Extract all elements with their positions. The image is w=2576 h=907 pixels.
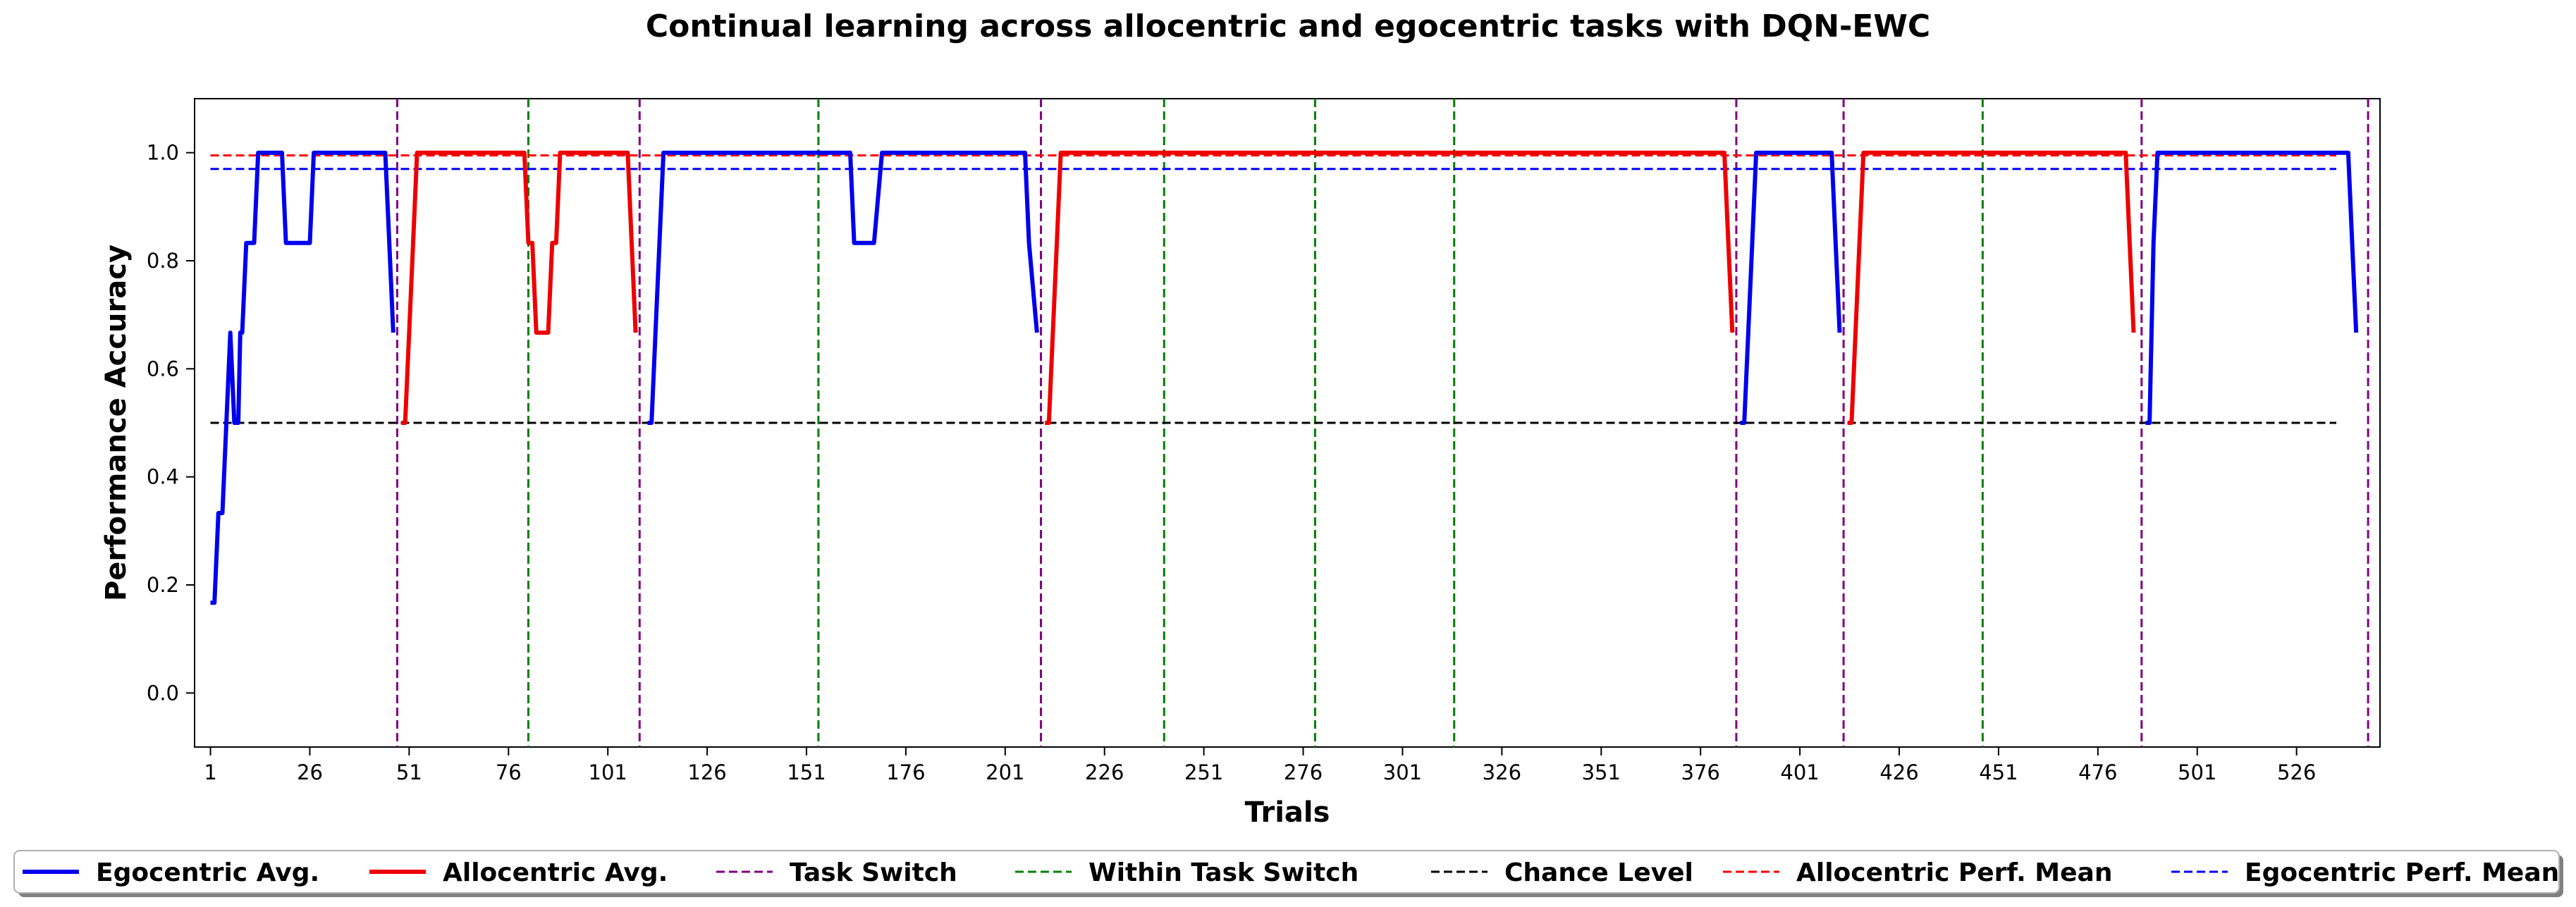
y-axis-ticks: 0.0 0.2 0.4 0.6 0.8 1.0 (147, 141, 195, 705)
x-tick-label: 376 (1681, 760, 1720, 784)
y-tick-label: 0.8 (147, 249, 179, 273)
x-axis-label: Trials (1245, 796, 1330, 829)
legend-label-within-task-switch: Within Task Switch (1088, 858, 1358, 887)
series-egocentric-avg (1740, 150, 1842, 425)
legend-label-egocentric-avg: Egocentric Avg. (96, 858, 319, 887)
series-lines (210, 150, 2359, 605)
y-tick-label: 0.0 (147, 681, 179, 705)
x-tick-label: 251 (1184, 760, 1223, 784)
series-egocentric-avg (647, 150, 1039, 425)
legend-label-allocentric-avg: Allocentric Avg. (443, 858, 668, 887)
y-tick-label: 0.6 (147, 357, 179, 381)
x-tick-label: 76 (496, 760, 522, 784)
x-tick-label: 151 (787, 760, 826, 784)
y-tick-label: 0.4 (147, 465, 179, 489)
legend-frame (13, 850, 2560, 894)
series-egocentric-avg (210, 150, 395, 605)
chart-title: Continual learning across allocentric an… (646, 8, 1930, 44)
x-tick-label: 501 (2178, 760, 2216, 784)
legend-label-allocentric-perf-mean: Allocentric Perf. Mean (1796, 858, 2112, 887)
x-tick-label: 51 (396, 760, 422, 784)
x-tick-label: 126 (687, 760, 726, 784)
x-tick-label: 351 (1582, 760, 1621, 784)
x-tick-label: 176 (886, 760, 925, 784)
x-tick-label: 451 (1979, 760, 2018, 784)
x-tick-label: 526 (2277, 760, 2316, 784)
x-tick-label: 26 (297, 760, 323, 784)
x-tick-label: 1 (204, 760, 216, 784)
x-tick-label: 201 (986, 760, 1024, 784)
series-allocentric-avg (401, 150, 638, 425)
legend-label-chance-level: Chance Level (1504, 858, 1693, 887)
x-tick-label: 476 (2078, 760, 2117, 784)
series-egocentric-avg (2145, 150, 2359, 425)
legend-items: Egocentric Avg. Allocentric Avg. Task Swit… (23, 858, 2559, 887)
legend-label-task-switch: Task Switch (790, 858, 957, 887)
plot-frame (194, 98, 2381, 748)
y-tick-label: 1.0 (147, 141, 179, 165)
y-tick-label: 0.2 (147, 573, 179, 597)
x-tick-label: 401 (1780, 760, 1819, 784)
x-tick-label: 226 (1085, 760, 1124, 784)
series-allocentric-avg (1045, 150, 1735, 425)
x-tick-label: 426 (1879, 760, 1918, 784)
x-tick-label: 326 (1483, 760, 1521, 784)
x-axis-ticks: 1 26 51 76 101 126 151 176 201 226 251 276 301 326 351… (204, 747, 2316, 784)
x-tick-label: 301 (1383, 760, 1422, 784)
plot-area (194, 98, 2381, 748)
legend-label-egocentric-perf-mean: Egocentric Perf. Mean (2245, 858, 2559, 887)
legend: Egocentric Avg. Allocentric Avg. Task Swit… (13, 850, 2563, 897)
reference-lines (210, 154, 2336, 424)
x-tick-label: 101 (589, 760, 627, 784)
y-axis-label: Performance Accuracy (100, 245, 133, 601)
x-tick-label: 276 (1284, 760, 1323, 784)
series-allocentric-avg (1847, 150, 2136, 425)
